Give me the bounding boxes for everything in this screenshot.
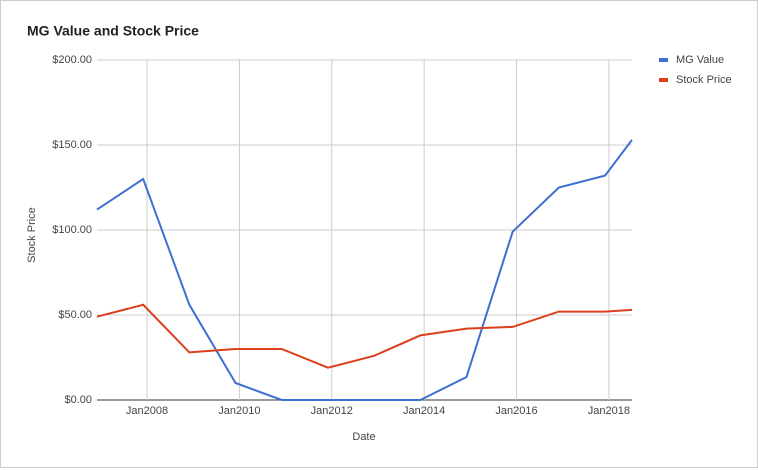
y-tick-label: $200.00 (52, 54, 92, 66)
legend-label: MG Value (676, 54, 724, 66)
chart-title: MG Value and Stock Price (27, 23, 199, 39)
y-tick-label: $0.00 (64, 394, 92, 406)
y-axis-label: Stock Price (26, 207, 38, 263)
x-tick-label: Jan2012 (311, 405, 353, 417)
y-tick-label: $100.00 (52, 224, 92, 236)
x-tick-label: Jan2018 (588, 405, 630, 417)
legend-label: Stock Price (676, 74, 732, 86)
y-tick-label: $150.00 (52, 139, 92, 151)
legend-swatch (659, 78, 668, 82)
line (96, 303, 633, 369)
x-tick-label: Jan2010 (218, 405, 260, 417)
x-tick-label: Jan2014 (403, 405, 445, 417)
line (96, 139, 633, 401)
x-axis-label: Date (352, 431, 375, 443)
legend-swatch (659, 58, 668, 62)
y-tick-label: $50.00 (58, 309, 92, 321)
x-tick-label: Jan2008 (126, 405, 168, 417)
x-tick-label: Jan2016 (495, 405, 537, 417)
